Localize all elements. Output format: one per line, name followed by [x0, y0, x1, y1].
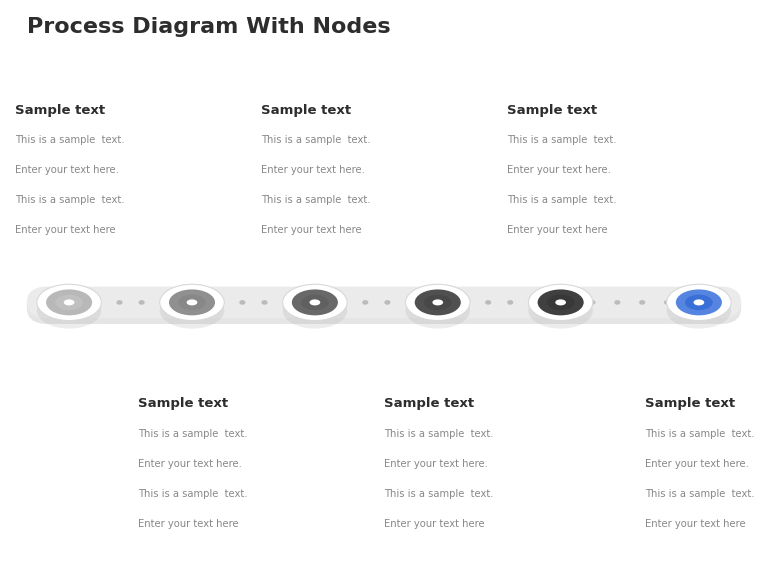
Ellipse shape — [160, 285, 224, 321]
Text: Enter your text here: Enter your text here — [15, 225, 116, 235]
Text: Sample text: Sample text — [138, 397, 228, 411]
Text: Sample text: Sample text — [645, 397, 735, 411]
Circle shape — [362, 300, 369, 305]
FancyBboxPatch shape — [27, 289, 741, 324]
Circle shape — [463, 300, 469, 305]
Circle shape — [283, 300, 290, 305]
Circle shape — [507, 300, 513, 305]
Circle shape — [614, 300, 621, 305]
Text: Sample text: Sample text — [15, 104, 105, 117]
Ellipse shape — [555, 300, 566, 305]
Text: This is a sample  text.: This is a sample text. — [645, 489, 755, 499]
Ellipse shape — [169, 290, 215, 316]
Circle shape — [485, 300, 492, 305]
Text: Sample text: Sample text — [261, 104, 351, 117]
Circle shape — [406, 300, 412, 305]
Ellipse shape — [415, 290, 461, 316]
Ellipse shape — [187, 300, 197, 305]
Ellipse shape — [667, 293, 731, 328]
Ellipse shape — [432, 300, 443, 305]
Ellipse shape — [406, 285, 470, 321]
Circle shape — [138, 300, 144, 305]
Ellipse shape — [667, 285, 731, 321]
Circle shape — [240, 300, 246, 305]
Text: Enter your text here.: Enter your text here. — [507, 165, 611, 175]
Ellipse shape — [676, 290, 722, 316]
Text: Sample text: Sample text — [384, 397, 474, 411]
Circle shape — [261, 300, 267, 305]
Circle shape — [664, 300, 670, 305]
Text: This is a sample  text.: This is a sample text. — [645, 429, 755, 439]
Circle shape — [117, 300, 123, 305]
Text: This is a sample  text.: This is a sample text. — [261, 195, 371, 205]
Text: This is a sample  text.: This is a sample text. — [261, 135, 371, 145]
Ellipse shape — [283, 293, 347, 328]
Ellipse shape — [55, 295, 83, 310]
Circle shape — [589, 300, 595, 305]
Ellipse shape — [528, 293, 593, 328]
Text: Enter your text here: Enter your text here — [645, 519, 746, 529]
Ellipse shape — [292, 290, 338, 316]
Circle shape — [161, 300, 167, 305]
Text: Enter your text here.: Enter your text here. — [138, 459, 242, 469]
Text: This is a sample  text.: This is a sample text. — [507, 135, 617, 145]
Text: Enter your text here: Enter your text here — [138, 519, 239, 529]
Circle shape — [639, 300, 645, 305]
Text: Enter your text here: Enter your text here — [261, 225, 362, 235]
Ellipse shape — [406, 293, 470, 328]
Text: This is a sample  text.: This is a sample text. — [384, 429, 494, 439]
Text: Enter your text here.: Enter your text here. — [384, 459, 488, 469]
Circle shape — [384, 300, 390, 305]
Text: Sample text: Sample text — [507, 104, 597, 117]
Ellipse shape — [37, 293, 101, 328]
Text: This is a sample  text.: This is a sample text. — [15, 135, 125, 145]
Text: Enter your text here: Enter your text here — [507, 225, 607, 235]
Text: Enter your text here.: Enter your text here. — [261, 165, 365, 175]
Text: Process Diagram With Nodes: Process Diagram With Nodes — [27, 17, 390, 37]
Text: Enter your text here.: Enter your text here. — [645, 459, 749, 469]
Ellipse shape — [46, 290, 92, 316]
Text: This is a sample  text.: This is a sample text. — [138, 429, 248, 439]
Ellipse shape — [310, 300, 320, 305]
Text: This is a sample  text.: This is a sample text. — [138, 489, 248, 499]
Ellipse shape — [424, 295, 452, 310]
Ellipse shape — [685, 295, 713, 310]
Text: Enter your text here.: Enter your text here. — [15, 165, 119, 175]
Ellipse shape — [694, 300, 704, 305]
Ellipse shape — [301, 295, 329, 310]
Ellipse shape — [178, 295, 206, 310]
Ellipse shape — [528, 285, 593, 321]
Ellipse shape — [547, 295, 574, 310]
Ellipse shape — [64, 300, 74, 305]
Ellipse shape — [160, 293, 224, 328]
Text: Enter your text here: Enter your text here — [384, 519, 485, 529]
Text: This is a sample  text.: This is a sample text. — [507, 195, 617, 205]
Ellipse shape — [538, 290, 584, 316]
Circle shape — [340, 300, 346, 305]
Text: This is a sample  text.: This is a sample text. — [384, 489, 494, 499]
Ellipse shape — [283, 285, 347, 321]
Circle shape — [94, 300, 101, 305]
Ellipse shape — [37, 285, 101, 321]
Circle shape — [529, 300, 535, 305]
Text: This is a sample  text.: This is a sample text. — [15, 195, 125, 205]
Circle shape — [217, 300, 223, 305]
FancyBboxPatch shape — [27, 287, 741, 318]
